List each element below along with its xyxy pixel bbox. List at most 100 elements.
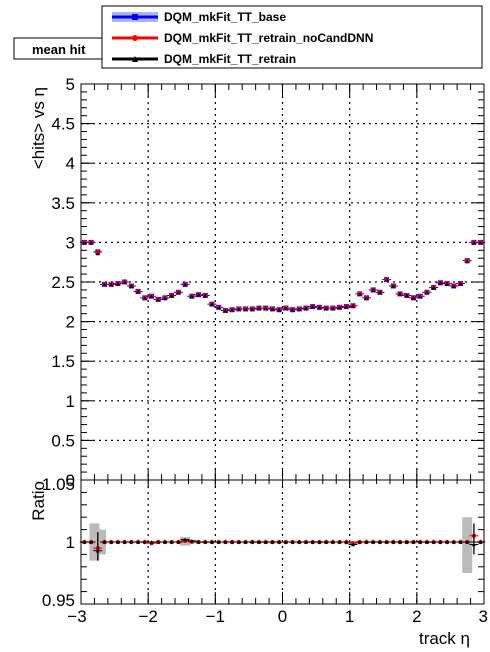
ratio-retrain-point bbox=[243, 540, 248, 544]
retrain-point bbox=[156, 297, 161, 302]
ratio-retrain-point bbox=[445, 540, 450, 544]
ratio-retrain-point bbox=[384, 540, 389, 544]
ratio-series-marks bbox=[79, 517, 486, 573]
ratio-retrain-point bbox=[129, 540, 134, 544]
ratio-retrain-point bbox=[411, 540, 416, 544]
ratio-retrain-point bbox=[357, 540, 362, 544]
retrain-point bbox=[283, 306, 288, 310]
ratio-y-axis-title: Ratio bbox=[29, 481, 48, 521]
retrain-point bbox=[196, 292, 201, 297]
ratio-retrain-point bbox=[230, 540, 235, 544]
ratio-retrain-point bbox=[478, 540, 483, 544]
retrain-point bbox=[169, 293, 174, 298]
legend-marker-base bbox=[132, 14, 138, 20]
retrain-point bbox=[351, 303, 356, 308]
x-tick-label: −3 bbox=[67, 607, 86, 626]
ratio-retrain-point bbox=[438, 540, 443, 544]
ratio-retrain-point bbox=[216, 540, 221, 544]
ratio-retrain-point bbox=[115, 540, 120, 544]
main-y-tick-label: 5 bbox=[66, 75, 75, 94]
retrain-point bbox=[357, 292, 362, 296]
retrain-point bbox=[297, 307, 302, 311]
legend-marker-retrain-nocanddnn bbox=[132, 35, 138, 41]
ratio-retrain-point bbox=[310, 540, 315, 544]
ratio-retrain-point bbox=[317, 540, 322, 544]
retrain-point bbox=[82, 240, 87, 245]
retrain-point bbox=[102, 282, 107, 287]
legend-entry-retrain: DQM_mkFit_TT_retrain bbox=[112, 52, 296, 66]
ratio-retrain-point bbox=[424, 540, 429, 544]
retrain-point bbox=[424, 290, 429, 295]
retrain-point bbox=[418, 294, 423, 299]
main-y-tick-label: 1.5 bbox=[51, 352, 75, 371]
main-y-tick-labels: 0 0.5 1 1.5 2 2.5 3 3.5 4 4.5 5 bbox=[51, 75, 75, 490]
retrain-point bbox=[337, 305, 342, 310]
ratio-y-tick-label: 1 bbox=[66, 533, 75, 552]
retrain-point bbox=[183, 282, 188, 287]
retrain-point bbox=[384, 277, 389, 282]
legend-entry-base: DQM_mkFit_TT_base bbox=[112, 10, 286, 24]
retrain-point bbox=[189, 294, 194, 299]
ratio-retrain-point bbox=[162, 540, 167, 544]
x-tick-label: 0 bbox=[278, 607, 287, 626]
legend-label-retrain-nocanddnn: DQM_mkFit_TT_retrain_noCandDNN bbox=[164, 31, 373, 45]
retrain-point bbox=[223, 308, 228, 313]
retrain-point bbox=[277, 307, 282, 312]
ratio-retrain-point bbox=[304, 540, 309, 544]
main-y-tick-label: 4 bbox=[66, 154, 75, 173]
ratio-y-tick-label: 1.05 bbox=[42, 475, 75, 494]
retrain-point bbox=[142, 296, 147, 300]
ratio-uncertainty-band bbox=[462, 517, 473, 573]
legend: DQM_mkFit_TT_base DQM_mkFit_TT_retrain_n… bbox=[101, 5, 483, 69]
ratio-retrain-point bbox=[176, 540, 181, 544]
retrain-point bbox=[115, 281, 120, 286]
retrain-point bbox=[216, 305, 221, 310]
retrain-point bbox=[471, 240, 476, 245]
legend-box bbox=[101, 5, 483, 69]
x-tick-label: 2 bbox=[412, 607, 421, 626]
retrain-point bbox=[451, 284, 456, 288]
legend-marker-retrain bbox=[132, 56, 138, 62]
ratio-retrain-point bbox=[458, 540, 463, 544]
ratio-retrain-point bbox=[451, 540, 456, 544]
retrain-point bbox=[290, 307, 295, 312]
ratio-retrain-point bbox=[364, 540, 369, 544]
retrain-point bbox=[236, 307, 241, 311]
ratio-y-tick-label: 0.95 bbox=[42, 591, 75, 610]
legend-label-base: DQM_mkFit_TT_base bbox=[164, 10, 286, 24]
main-y-tick-label: 0 bbox=[66, 471, 75, 490]
x-tick-label: −1 bbox=[206, 607, 225, 626]
ratio-retrain-point bbox=[122, 540, 127, 544]
retrain-point bbox=[404, 293, 409, 298]
retrain-point bbox=[398, 292, 403, 296]
retrain-point bbox=[129, 284, 134, 288]
ratio-retrain-point bbox=[297, 540, 302, 544]
ratio-retrain-point bbox=[465, 540, 470, 544]
ratio-retrain-point bbox=[398, 540, 403, 544]
retrain-point bbox=[364, 296, 369, 300]
ratio-retrain-point bbox=[283, 540, 288, 544]
ratio-retrain-point bbox=[250, 540, 255, 544]
ratio-retrain-point bbox=[109, 540, 114, 544]
main-y-tick-label: 2 bbox=[66, 313, 75, 332]
retrain-point bbox=[109, 282, 114, 287]
retrain-point bbox=[243, 307, 248, 311]
main-series-marks bbox=[79, 239, 486, 314]
ratio-retrain-point bbox=[136, 540, 141, 544]
retrain-point bbox=[310, 304, 315, 309]
retrain-point bbox=[431, 285, 436, 290]
retrain-point bbox=[176, 290, 181, 295]
ratio-retrain-point bbox=[371, 540, 376, 544]
retrain-point bbox=[250, 307, 255, 311]
retrain-point bbox=[162, 296, 167, 300]
retrain-point bbox=[445, 281, 450, 286]
ratio-retrain-point bbox=[377, 540, 382, 544]
retrain-point bbox=[122, 280, 127, 284]
main-y-tick-label: 2.5 bbox=[51, 273, 75, 292]
ratio-retrain-point bbox=[290, 540, 295, 544]
main-y-tick-label: 3 bbox=[66, 233, 75, 252]
ratio-retrain-point bbox=[344, 540, 349, 544]
ratio-retrain-point bbox=[142, 540, 147, 544]
ratio-retrain-point bbox=[324, 540, 329, 544]
ratio-retrain-point bbox=[236, 540, 241, 544]
